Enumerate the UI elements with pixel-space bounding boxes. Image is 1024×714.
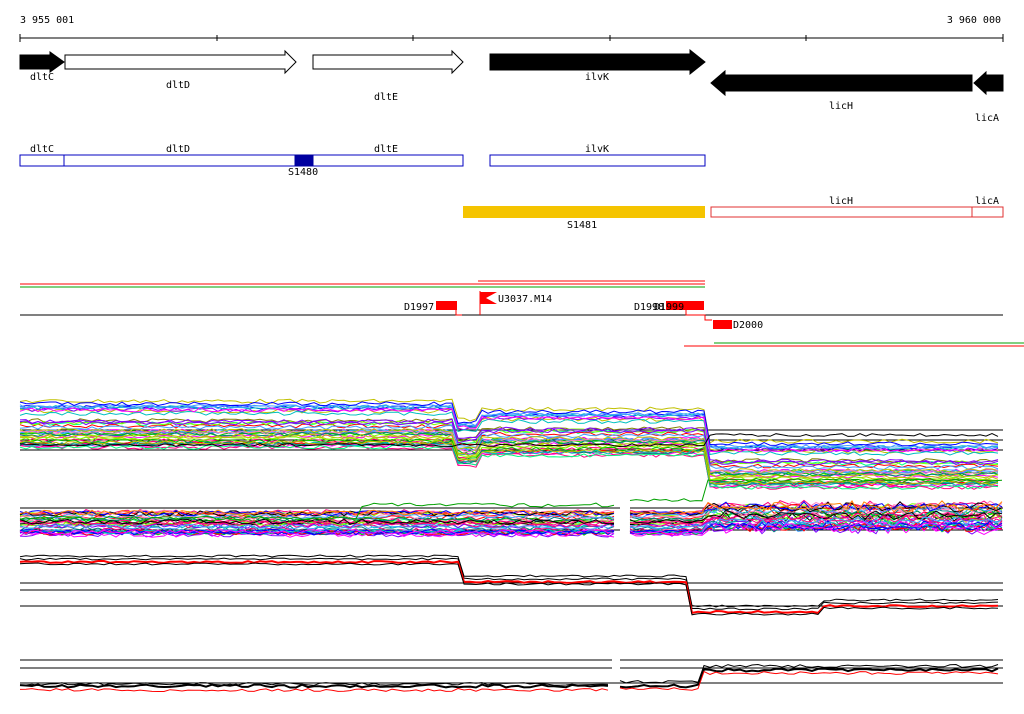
signal-trace — [629, 521, 1003, 535]
signal-panel-2 — [19, 477, 1003, 538]
gene-label: licA — [975, 113, 999, 124]
signal-trace — [19, 518, 615, 525]
signal-trace — [19, 687, 609, 692]
signal-trace — [629, 499, 1003, 515]
signal-trace — [619, 667, 999, 689]
signal-trace — [19, 529, 615, 536]
signal-trace — [19, 515, 615, 522]
signal-trace — [19, 440, 999, 486]
signal-trace — [19, 420, 999, 466]
signal-trace — [19, 404, 999, 450]
signal-trace — [629, 515, 1003, 530]
gene-label: ilvK — [585, 72, 609, 83]
feature-D1997[interactable] — [436, 301, 457, 310]
signal-trace — [629, 511, 1003, 526]
signal-panel-3 — [19, 554, 1003, 616]
gene-arrow-track: dltC dltD dltE ilvK licH licA — [19, 48, 1004, 124]
annotation-box-track: dltC dltD dltE ilvK S1480 S1481 licH lic… — [19, 144, 1004, 231]
signal-trace — [629, 506, 1003, 521]
gene-arrow-dltC[interactable] — [19, 51, 65, 73]
signal-trace — [19, 407, 999, 453]
signal-trace — [629, 509, 1003, 524]
signal-trace — [19, 683, 609, 689]
signal-trace — [19, 444, 999, 490]
region-S1481[interactable] — [463, 206, 705, 218]
annotation-label: licH — [829, 196, 853, 207]
gene-arrow-ilvK[interactable] — [489, 48, 706, 76]
gene-arrow-dltD[interactable] — [64, 49, 297, 75]
signal-trace — [629, 477, 1003, 503]
signal-trace — [19, 410, 999, 456]
feature-label: U3037.M14 — [498, 294, 552, 305]
ruler-start-label: 3 955 001 — [20, 15, 74, 26]
signal-trace — [19, 398, 999, 444]
annotation-label: dltE — [374, 144, 398, 155]
feature-label: D1998 — [634, 302, 664, 313]
signal-trace — [19, 431, 999, 477]
signal-trace — [19, 502, 615, 521]
gene-arrow-licH[interactable] — [710, 69, 973, 97]
gene-arrow-dltE[interactable] — [312, 49, 464, 75]
segment-label: S1480 — [288, 167, 318, 178]
gene-label: dltC — [30, 72, 54, 83]
feature-connector — [455, 310, 462, 316]
annotation-box-ilvK[interactable] — [489, 154, 706, 167]
segment-S1480[interactable] — [294, 154, 314, 167]
signal-trace — [19, 512, 615, 519]
signal-trace — [19, 424, 999, 470]
gene-label: dltD — [166, 80, 190, 91]
signal-trace — [19, 523, 615, 530]
feature-label: D2000 — [733, 320, 763, 331]
ruler-end-label: 3 960 000 — [947, 15, 1001, 26]
signal-trace — [19, 428, 999, 474]
feature-label: D1999 — [654, 302, 684, 313]
signal-trace — [629, 500, 1003, 516]
gene-label: licH — [829, 101, 853, 112]
annotation-label: dltD — [166, 144, 190, 155]
feature-D1998-D1999[interactable] — [666, 301, 704, 310]
feature-track: D1997 U3037.M14 D1998 D1999 D2000 — [20, 280, 1024, 347]
signal-panel-4 — [19, 659, 1003, 692]
region-label: S1481 — [567, 220, 597, 231]
signal-trace — [19, 433, 999, 479]
signal-trace — [19, 682, 609, 687]
signal-trace — [19, 557, 999, 611]
gene-arrow-licA[interactable] — [973, 70, 1004, 96]
position-ruler: 3 955 001 3 960 000 — [19, 15, 1004, 42]
signal-trace — [619, 670, 999, 691]
signal-trace — [19, 509, 615, 516]
feature-label: D1997 — [404, 302, 434, 313]
signal-trace — [19, 441, 999, 486]
signal-trace — [19, 554, 999, 608]
signal-panel-1 — [19, 398, 1003, 490]
signal-trace — [629, 500, 1003, 516]
gene-label: dltE — [374, 92, 398, 103]
signal-trace — [19, 401, 999, 447]
signal-trace — [19, 562, 999, 616]
signal-trace — [629, 500, 1003, 516]
annotation-label: dltC — [30, 144, 54, 155]
signal-trace — [19, 418, 999, 464]
annotation-box-lic[interactable] — [710, 206, 1004, 218]
feature-U3037-flag[interactable] — [480, 292, 497, 304]
annotation-label: ilvK — [585, 144, 609, 155]
feature-connector — [685, 310, 712, 321]
signal-trace — [19, 559, 999, 614]
signal-trace — [619, 663, 999, 684]
signal-trace — [19, 408, 999, 454]
signal-trace — [19, 438, 999, 484]
feature-D2000[interactable] — [713, 320, 732, 329]
annotation-box-dlt[interactable] — [19, 154, 464, 167]
annotation-label: licA — [975, 196, 999, 207]
signal-trace — [20, 433, 999, 479]
signal-trace — [19, 433, 999, 448]
